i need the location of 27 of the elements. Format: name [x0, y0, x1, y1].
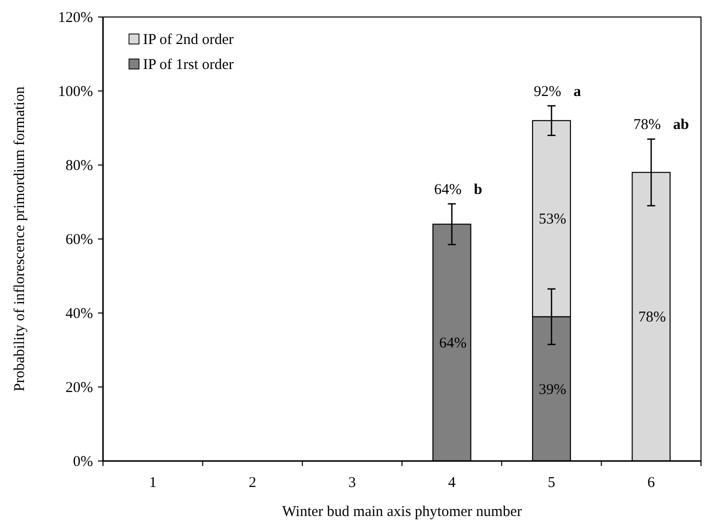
annotation: a [574, 84, 582, 100]
x-tick-label: 1 [149, 475, 157, 491]
annotation: b [474, 182, 482, 198]
y-axis-title: Probability of inflorescence primordium formation [12, 86, 28, 392]
y-tick-label: 0% [73, 454, 93, 470]
y-tick-label: 60% [66, 232, 93, 248]
y-tick-label: 20% [66, 380, 93, 396]
total-label: 78% [633, 117, 661, 134]
y-tick-label: 80% [66, 158, 93, 174]
y-tick-label: 40% [66, 306, 93, 322]
legend-label: IP of 2nd order [143, 32, 234, 48]
legend-label: IP of 1rst order [143, 57, 234, 73]
data-label: 64% [439, 336, 467, 352]
x-tick-label: 5 [548, 475, 556, 491]
total-label: 92% [534, 84, 562, 100]
data-label: 39% [538, 382, 566, 398]
y-tick-label: 100% [58, 84, 93, 100]
x-tick-label: 2 [248, 475, 256, 491]
data-label: 78% [638, 310, 666, 326]
x-tick-label: 3 [348, 475, 356, 491]
annotation: ab [673, 117, 690, 134]
total-label: 64% [434, 182, 462, 198]
y-tick-label: 120% [58, 10, 93, 26]
x-tick-label: 4 [448, 475, 456, 491]
data-label: 53% [538, 212, 566, 228]
x-tick-label: 6 [647, 475, 656, 491]
x-axis-title: Winter bud main axis phytomer number [282, 504, 522, 520]
